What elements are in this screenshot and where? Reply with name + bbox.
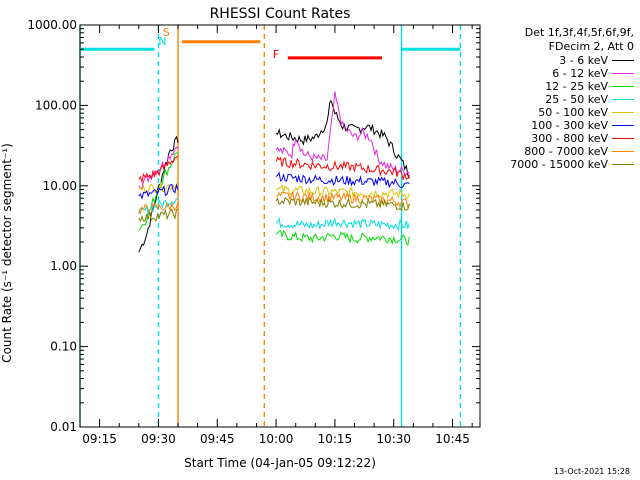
legend-item: 300 - 800 keV [474, 132, 634, 145]
series-line-800-7000-kev [138, 191, 410, 215]
plot-area: SN F [79, 25, 462, 427]
legend-item-swatch [612, 164, 634, 165]
x-tick-label: 09:15 [82, 432, 117, 446]
y-tick-label: 0.10 [50, 340, 77, 354]
legend-item: 12 - 25 keV [474, 80, 634, 93]
legend-item-label: 300 - 800 keV [531, 132, 608, 145]
legend: Det 1f,3f,4f,5f,6f,9f, FDecim 2, Att 0 3… [474, 26, 634, 171]
x-tick-label: 09:30 [141, 432, 176, 446]
y-tick-label: 1.00 [50, 259, 77, 273]
legend-item-swatch [612, 151, 634, 152]
legend-item-label: 25 - 50 keV [545, 93, 608, 106]
x-tick-label: 09:45 [200, 432, 235, 446]
x-tick-label: 10:45 [435, 432, 470, 446]
y-axis-label: Count Rate (s⁻¹ detector segment⁻¹) [0, 143, 14, 363]
legend-item: 25 - 50 keV [474, 93, 634, 106]
y-tick-label: 0.01 [50, 420, 77, 434]
series-line-6-12-kev [138, 91, 410, 190]
legend-item-swatch [612, 99, 634, 100]
series-line-100-300-kev [138, 171, 410, 200]
legend-item: 100 - 300 keV [474, 119, 634, 132]
legend-item-label: 100 - 300 keV [531, 119, 608, 132]
legend-item-swatch [612, 138, 634, 139]
legend-item-label: 12 - 25 keV [545, 80, 608, 93]
chart-title: RHESSI Count Rates [210, 6, 351, 22]
y-tick-label: 100.00 [35, 98, 77, 112]
series-line-25-50-kev [138, 197, 410, 231]
timestamp: 13-Oct-2021 15:28 [554, 467, 630, 476]
legend-item: 800 - 7000 keV [474, 145, 634, 158]
legend-item: 50 - 100 keV [474, 106, 634, 119]
legend-item: 6 - 12 keV [474, 67, 634, 80]
legend-item-label: 50 - 100 keV [538, 106, 608, 119]
legend-header-line-2: FDecim 2, Att 0 [548, 40, 634, 53]
legend-item-label: 6 - 12 keV [552, 67, 608, 80]
x-tick-label: 10:30 [376, 432, 411, 446]
x-tick-label: 10:00 [259, 432, 294, 446]
series-line-3-6-kev [138, 99, 410, 253]
legend-item: 3 - 6 keV [474, 54, 634, 67]
legend-item-swatch [612, 60, 634, 61]
legend-item-label: 3 - 6 keV [559, 54, 608, 67]
annotation-label: N [158, 35, 166, 48]
legend-item-label: 7000 - 15000 keV [510, 158, 608, 171]
legend-item-swatch [612, 125, 634, 126]
annotation-label: S [163, 26, 170, 39]
series-line-50-100-kev [138, 181, 410, 200]
legend-item: 7000 - 15000 keV [474, 158, 634, 171]
x-axis-label: Start Time (04-Jan-05 09:12:22) [184, 456, 376, 470]
y-tick-label: 10.00 [43, 179, 77, 193]
legend-entries: 3 - 6 keV 6 - 12 keV 12 - 25 keV 25 - 50 ke… [474, 54, 634, 171]
series-line-7000-15000-kev [138, 196, 410, 223]
annotation-label: F [273, 48, 279, 61]
plot-frame [79, 24, 481, 428]
legend-item-label: 800 - 7000 keV [524, 145, 608, 158]
legend-item-swatch [612, 86, 634, 87]
y-tick-label: 1000.00 [27, 18, 77, 32]
x-tick-label: 10:15 [318, 432, 353, 446]
series-line-300-800-kev [138, 155, 410, 184]
legend-item-swatch [612, 112, 634, 113]
legend-header-line-1: Det 1f,3f,4f,5f,6f,9f, [524, 26, 634, 39]
axes: 0.01 0.10 1.00 10.00 100.00 1000.00 09:15 09:30… [27, 18, 481, 446]
legend-item-swatch [612, 73, 634, 74]
